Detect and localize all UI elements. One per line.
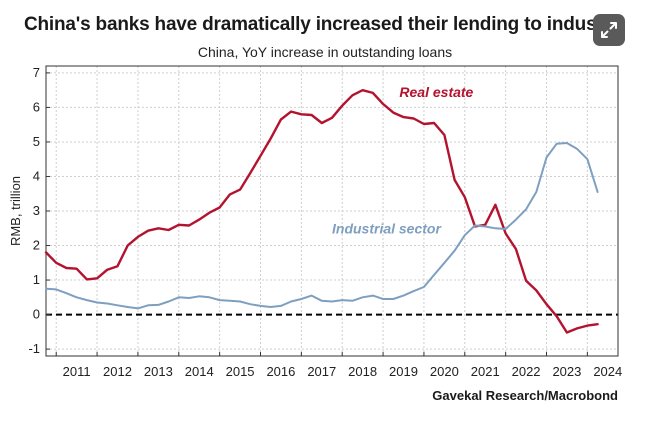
y-tick-label: -1: [28, 341, 40, 356]
x-tick-label: 2023: [552, 364, 581, 379]
x-tick-label: 2022: [512, 364, 541, 379]
industrial-sector-label: Industrial sector: [332, 220, 442, 236]
x-tick-label: 2013: [144, 364, 173, 379]
source-credit: Gavekal Research/Macrobond: [432, 388, 618, 403]
x-tick-label: 2012: [103, 364, 132, 379]
real-estate-line: [44, 89, 599, 334]
x-tick-label: 2019: [389, 364, 418, 379]
y-tick-label: 5: [33, 134, 40, 149]
industrial-sector-line: [45, 142, 599, 310]
expand-icon: [601, 22, 617, 38]
y-tick-label: 7: [33, 65, 40, 80]
real-estate-label: Real estate: [399, 84, 473, 100]
expand-button[interactable]: [593, 14, 625, 46]
y-tick-label: 2: [33, 238, 40, 253]
chart-title: China's banks have dramatically increase…: [24, 14, 621, 35]
y-tick-label: 1: [33, 272, 40, 287]
chart-subtitle: China, YoY increase in outstanding loans: [197, 44, 453, 60]
y-tick-label: 3: [33, 203, 40, 218]
y-tick-label: 0: [33, 307, 40, 322]
x-tick-label: 2018: [348, 364, 377, 379]
x-tick-label: 2011: [63, 364, 91, 379]
y-tick-label: 4: [33, 168, 40, 183]
x-tick-label: 2017: [307, 364, 336, 379]
y-tick-label: 6: [33, 99, 40, 114]
x-tick-label: 2015: [226, 364, 255, 379]
y-axis-label: RMB, trillion: [8, 176, 23, 246]
x-tick-label: 2024: [593, 364, 622, 379]
x-tick-label: 2016: [266, 364, 295, 379]
x-tick-label: 2014: [185, 364, 214, 379]
x-tick-label: 2020: [430, 364, 459, 379]
x-tick-label: 2021: [471, 364, 500, 379]
